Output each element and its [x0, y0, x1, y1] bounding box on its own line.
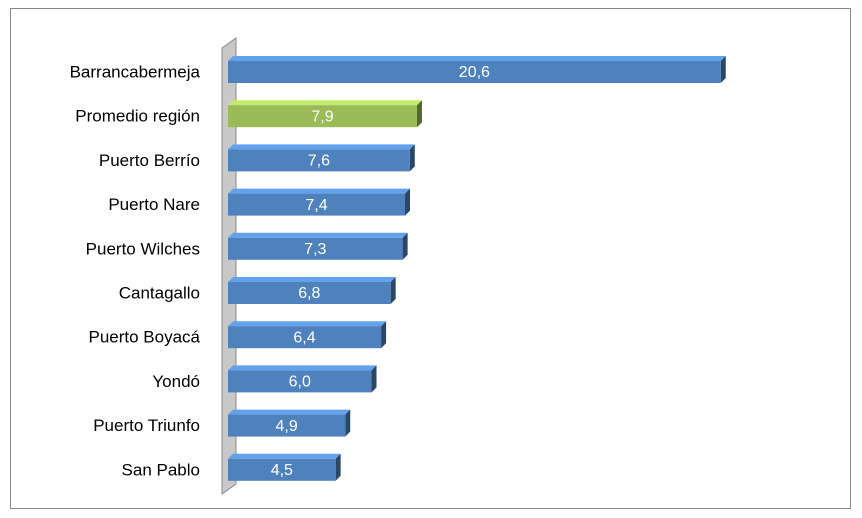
category-label: Puerto Wilches	[86, 239, 200, 258]
category-label: Puerto Triunfo	[93, 416, 200, 435]
data-label: 6,8	[298, 285, 320, 302]
bar-side	[371, 365, 377, 393]
bar-top	[228, 56, 726, 61]
bar-side	[345, 409, 351, 437]
category-label: Cantagallo	[119, 283, 200, 302]
data-label: 4,5	[271, 462, 293, 479]
data-label: 4,9	[275, 418, 297, 435]
bar	[228, 61, 721, 83]
category-label: Yondó	[152, 372, 200, 391]
bar	[228, 193, 406, 216]
data-label: 20,6	[459, 64, 490, 81]
bar-top	[228, 232, 408, 238]
bar-side	[402, 232, 408, 260]
bar	[228, 414, 346, 437]
data-label: 6,0	[289, 374, 311, 391]
bar-top	[228, 277, 396, 282]
bar-top	[228, 188, 411, 194]
bar-top	[228, 453, 341, 459]
bar-top	[228, 365, 377, 371]
category-label: Puerto Nare	[108, 195, 200, 214]
bar	[228, 370, 372, 393]
bar	[228, 105, 417, 128]
bar-top	[228, 100, 422, 106]
bar-side	[405, 188, 411, 216]
bar-top	[228, 144, 415, 150]
category-label: San Pablo	[122, 460, 200, 479]
bar-top	[228, 409, 351, 415]
bar-side	[335, 453, 341, 481]
data-label: 7,4	[305, 197, 327, 214]
bar	[228, 326, 382, 349]
data-label: 7,3	[304, 241, 326, 258]
data-label: 7,9	[311, 108, 333, 125]
category-label: Puerto Boyacá	[88, 328, 200, 347]
chart-frame	[10, 8, 851, 509]
category-label: Barrancabermeja	[70, 62, 201, 81]
category-label: Promedio región	[75, 107, 200, 126]
bar	[228, 282, 391, 304]
bar-top	[228, 321, 387, 327]
bar-side	[409, 144, 415, 172]
bar	[228, 149, 410, 172]
bar-side	[381, 321, 387, 349]
bar-side	[720, 56, 726, 83]
data-label: 7,6	[308, 153, 330, 170]
bar	[228, 458, 336, 481]
bar-side	[390, 277, 396, 304]
category-label: Puerto Berrío	[99, 151, 200, 170]
bar	[228, 237, 403, 260]
data-label: 6,4	[293, 329, 315, 346]
bar-side	[416, 100, 422, 128]
